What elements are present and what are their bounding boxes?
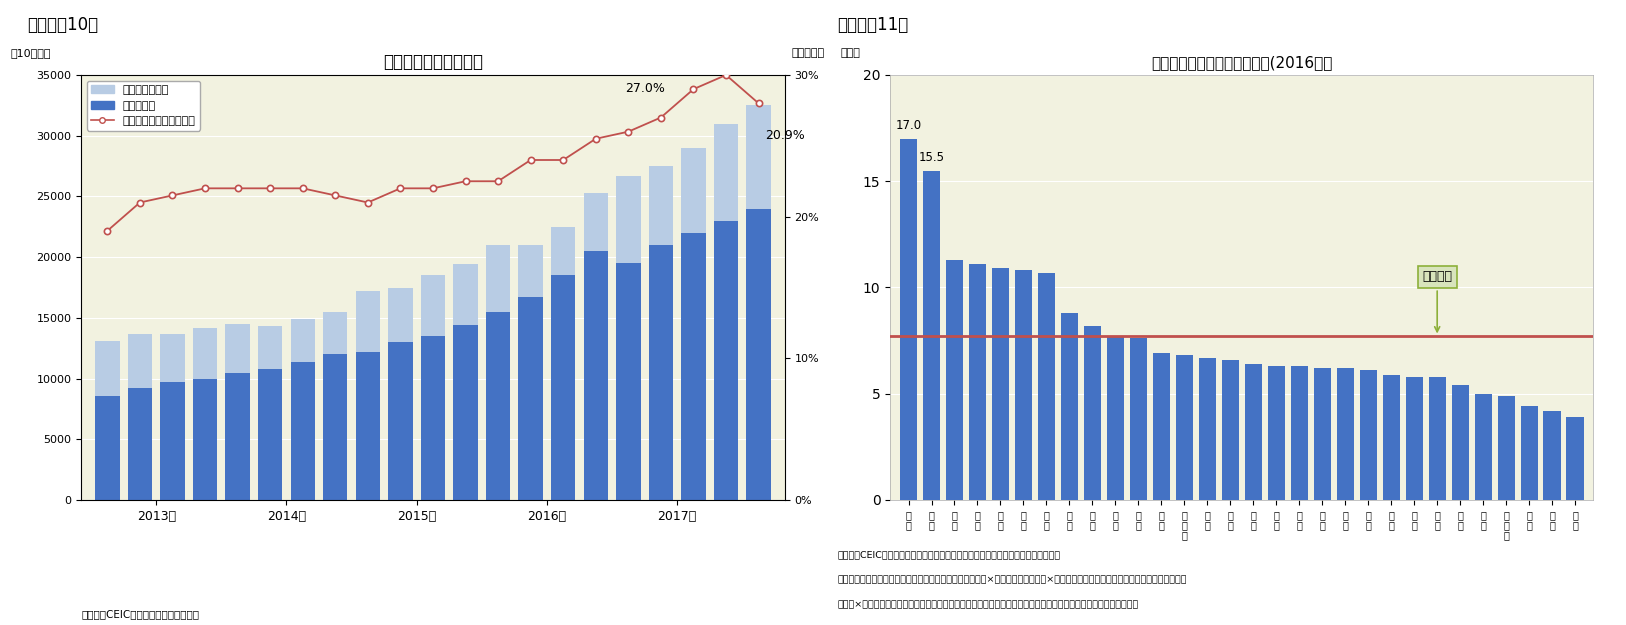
Bar — [96, 396, 120, 500]
Bar — [193, 379, 218, 500]
Bar — [259, 326, 283, 369]
Bar — [389, 288, 413, 342]
Bar — [519, 245, 543, 298]
Bar — [193, 328, 218, 379]
Bar — [454, 264, 478, 325]
Bar — [1221, 360, 1239, 500]
Bar — [291, 362, 315, 500]
Text: 全国平均: 全国平均 — [1423, 270, 1452, 332]
Text: 20.9%: 20.9% — [766, 129, 805, 142]
Bar — [969, 264, 985, 500]
Bar — [714, 124, 738, 221]
Bar — [259, 369, 283, 500]
Bar — [1176, 356, 1193, 500]
Bar — [946, 260, 963, 500]
Bar — [486, 245, 511, 312]
Bar — [454, 325, 478, 500]
Text: （図表－11）: （図表－11） — [837, 16, 909, 34]
Bar — [356, 352, 380, 500]
Bar — [551, 276, 576, 500]
Bar — [96, 341, 120, 396]
Title: 不動産融資残高の推移: 不動産融資残高の推移 — [384, 52, 483, 71]
Bar — [681, 233, 706, 500]
Bar — [421, 336, 446, 500]
Bar — [1337, 368, 1354, 500]
Bar — [649, 245, 673, 500]
Bar — [291, 319, 315, 362]
Text: （前年比）: （前年比） — [792, 48, 824, 58]
Bar — [616, 176, 641, 263]
Bar — [681, 148, 706, 233]
Bar — [389, 342, 413, 500]
Bar — [616, 263, 641, 500]
Bar — [1382, 374, 1400, 500]
Bar — [1107, 336, 1124, 500]
Legend: 不動産開発融資, 住宅ローン, 不動産融資（右目盛り）: 不動産開発融資, 住宅ローン, 不動産融資（右目盛り） — [86, 81, 200, 131]
Bar — [519, 298, 543, 500]
Bar — [1429, 377, 1446, 500]
Bar — [1153, 353, 1171, 500]
Bar — [1543, 411, 1561, 500]
Text: 27.0%: 27.0% — [624, 82, 665, 95]
Bar — [746, 209, 771, 500]
Bar — [714, 221, 738, 500]
Bar — [128, 334, 153, 388]
Bar — [1566, 417, 1584, 500]
Bar — [324, 354, 348, 500]
Text: 17.0: 17.0 — [896, 119, 922, 132]
Bar — [1359, 371, 1377, 500]
Bar — [746, 106, 771, 209]
Bar — [1198, 357, 1216, 500]
Bar — [324, 312, 348, 354]
Bar — [1475, 394, 1491, 500]
Text: （倍）: （倍） — [841, 48, 860, 58]
Bar — [649, 166, 673, 245]
Bar — [161, 334, 185, 382]
Title: 地区別の住宅価格／所得倍率(2016年）: 地区別の住宅価格／所得倍率(2016年） — [1151, 54, 1332, 69]
Bar — [1015, 271, 1033, 500]
Bar — [1085, 326, 1101, 500]
Bar — [1244, 364, 1262, 500]
Bar — [421, 276, 446, 336]
Bar — [1268, 366, 1285, 500]
Bar — [161, 382, 185, 500]
Text: （資料）CEIC（出所は中国人民銀行）: （資料）CEIC（出所は中国人民銀行） — [81, 609, 200, 619]
Bar — [1405, 377, 1423, 500]
Bar — [551, 227, 576, 276]
Text: 業者数×一人あたり年間賃金として計算。尚、データ未公表の場合は直近値、全国のみ公表の場合はその値を使用。: 業者数×一人あたり年間賃金として計算。尚、データ未公表の場合は直近値、全国のみ公… — [837, 601, 1138, 609]
Text: （10億元）: （10億元） — [11, 48, 52, 58]
Bar — [1037, 272, 1055, 500]
Bar — [924, 171, 940, 500]
Text: （資料）CEIC（出所は中国国家統計局）のデータを元にニッセイ基礎研究所で作成: （資料）CEIC（出所は中国国家統計局）のデータを元にニッセイ基礎研究所で作成 — [837, 551, 1060, 559]
Bar — [899, 139, 917, 500]
Text: 15.5: 15.5 — [919, 151, 945, 164]
Bar — [226, 324, 250, 372]
Bar — [356, 291, 380, 352]
Bar — [584, 251, 608, 500]
Bar — [1130, 339, 1146, 500]
Bar — [1452, 385, 1468, 500]
Bar — [1498, 396, 1515, 500]
Text: （図表－10）: （図表－10） — [28, 16, 99, 34]
Text: （注）住宅価格／所得倍率は、分子が世帯あたり構成人数×一人あたり建築面積×単位あたり分譲住宅販売価格、分母が世帯あたり就: （注）住宅価格／所得倍率は、分子が世帯あたり構成人数×一人あたり建築面積×単位あ… — [837, 576, 1187, 584]
Bar — [1520, 406, 1538, 500]
Bar — [486, 312, 511, 500]
Bar — [1291, 366, 1307, 500]
Bar — [1060, 313, 1078, 500]
Bar — [1314, 368, 1330, 500]
Bar — [584, 192, 608, 251]
Bar — [128, 388, 153, 500]
Bar — [226, 372, 250, 500]
Bar — [992, 268, 1010, 500]
